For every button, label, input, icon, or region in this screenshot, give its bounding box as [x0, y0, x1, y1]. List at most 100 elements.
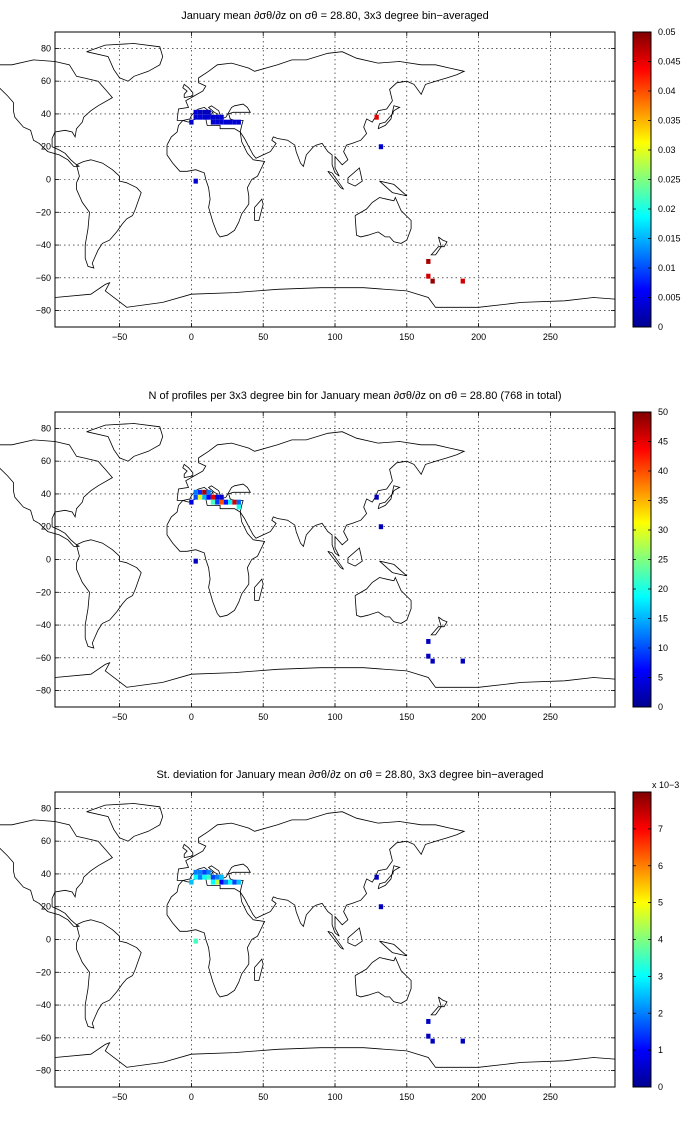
coastline-8 [377, 105, 401, 130]
x-tick-label: 0 [189, 332, 194, 342]
data-cell [193, 489, 198, 495]
coastline-2 [76, 919, 142, 1029]
x-tick-label: 100 [327, 1092, 342, 1102]
colorbar-tick-label: 2 [658, 1008, 663, 1018]
data-cell [219, 114, 224, 120]
data-cell [460, 658, 465, 664]
data-cell [193, 938, 198, 944]
data-cell [215, 874, 220, 880]
data-cell [426, 653, 431, 659]
colorbar-tick-label: 0 [658, 322, 663, 332]
data-cell [219, 494, 224, 500]
coastline-5 [254, 198, 264, 221]
y-tick-label: 40 [41, 489, 51, 499]
coastline-2 [76, 159, 142, 269]
colorbar-tick-label: 40 [658, 466, 668, 476]
panel-3-grid [55, 792, 615, 1087]
colorbar-tick-label: 5 [658, 673, 663, 683]
panel-1-colorbar-ticks: 0 0.005 0.01 0.015 0.02 0.025 0.03 0.035 0.04 0.0… [633, 27, 681, 332]
data-cell [215, 494, 220, 500]
y-tick-label: 20 [41, 142, 51, 152]
data-cell [210, 874, 216, 880]
data-cell [210, 114, 216, 120]
data-cell [228, 499, 233, 505]
coastline-9 [182, 463, 194, 478]
coastline-7 [430, 236, 448, 256]
colorbar-tick-label: 7 [658, 824, 663, 834]
data-cell [236, 504, 241, 510]
colorbar-tick-label: 3 [658, 971, 663, 981]
data-cell [430, 278, 435, 284]
y-tick-label: −20 [36, 587, 51, 597]
data-cell [189, 499, 194, 505]
colorbar-tick-label: 0.05 [658, 27, 676, 37]
data-cell [202, 489, 207, 495]
coastline-9 [182, 83, 194, 98]
coastline-11 [327, 930, 344, 950]
data-cell [215, 119, 220, 125]
y-tick-label: 40 [41, 869, 51, 879]
data-cell [193, 874, 198, 880]
colorbar-tick-label: 4 [658, 935, 663, 945]
colorbar-tick-label: 0.01 [658, 263, 676, 273]
x-tick-label: 0 [189, 712, 194, 722]
coastline-13 [379, 180, 408, 197]
colorbar-tick-label: 0.025 [658, 175, 681, 185]
x-tick-label: 0 [189, 1092, 194, 1102]
coastline-1 [86, 423, 164, 462]
coastline-6 [354, 196, 412, 244]
y-tick-label: 20 [41, 902, 51, 912]
y-tick-label: −20 [36, 207, 51, 217]
data-cell [219, 119, 224, 125]
data-cell [197, 109, 203, 115]
coastline-3 [176, 51, 466, 177]
colorbar-tick-label: 0.04 [658, 86, 676, 96]
data-cell [210, 494, 216, 500]
colorbar-tick-label: 20 [658, 584, 668, 594]
data-cell [215, 499, 220, 505]
coastline-12 [347, 547, 363, 567]
data-cell [193, 114, 198, 120]
y-tick-label: 60 [41, 76, 51, 86]
data-cell [219, 499, 224, 505]
data-cell [460, 278, 465, 284]
panel-1-land [0, 43, 616, 308]
x-tick-label: 250 [543, 712, 558, 722]
coastline-0 [0, 439, 114, 547]
data-cell [193, 494, 198, 500]
data-cell [232, 499, 237, 505]
colorbar-tick-label: 5 [658, 898, 663, 908]
x-tick-label: 250 [543, 1092, 558, 1102]
coastline-13 [379, 940, 408, 957]
panel-3: St. deviation for January mean ∂σθ/∂z on… [0, 769, 679, 1102]
data-cell [430, 658, 435, 664]
colorbar-tick-label: 25 [658, 555, 668, 565]
y-tick-label: 20 [41, 522, 51, 532]
x-tick-label: −50 [112, 332, 127, 342]
data-cell [232, 119, 237, 125]
data-cell [206, 109, 211, 115]
data-cell [228, 119, 233, 125]
data-cell [228, 879, 233, 885]
y-tick-label: −20 [36, 967, 51, 977]
colorbar-tick-label: 6 [658, 861, 663, 871]
panel-2: N of profiles per 3x3 degree bin for Jan… [0, 390, 668, 722]
colorbar-tick-label: 35 [658, 496, 668, 506]
panel-3-data [189, 869, 465, 1044]
x-tick-label: 150 [399, 1092, 414, 1102]
coastline-13 [379, 560, 408, 577]
data-cell [193, 558, 198, 564]
colorbar-tick-label: 0 [658, 1082, 663, 1092]
coastline-5 [254, 958, 264, 981]
data-cell [210, 499, 216, 505]
coastline-2 [76, 539, 142, 649]
coastline-11 [327, 170, 344, 190]
coastline-6 [354, 956, 412, 1004]
panel-1: January mean ∂σθ/∂z on σθ = 28.80, 3x3 d… [0, 10, 681, 342]
colorbar-tick-label: 0.005 [658, 293, 681, 303]
coastline-3 [176, 431, 466, 557]
data-cell [197, 489, 203, 495]
